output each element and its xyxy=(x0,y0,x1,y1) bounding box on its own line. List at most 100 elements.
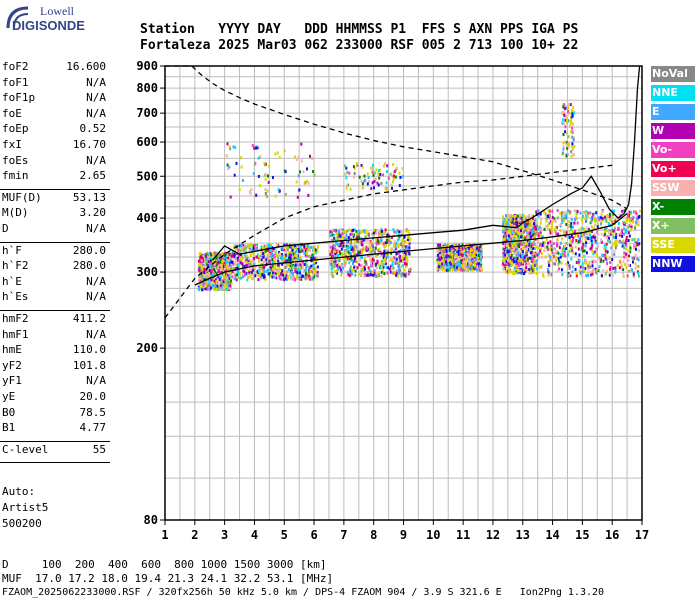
echo-point xyxy=(353,167,356,171)
echo-point xyxy=(538,252,540,256)
echo-point xyxy=(588,263,591,267)
y-tick-label: 200 xyxy=(136,341,158,355)
echo-point xyxy=(334,249,337,253)
echo-point xyxy=(400,259,403,263)
echo-point xyxy=(212,283,214,287)
echo-point xyxy=(355,245,358,249)
echo-point xyxy=(457,266,460,270)
echo-point xyxy=(334,257,337,261)
echo-point xyxy=(553,247,556,251)
x-tick-label: 11 xyxy=(456,528,470,542)
param-row: foF2 16.600 xyxy=(2,60,106,74)
echo-point xyxy=(449,264,452,268)
echo-point xyxy=(305,263,308,267)
echo-point xyxy=(399,176,402,179)
echo-point xyxy=(566,275,569,279)
param-value: 280.0 xyxy=(72,259,106,273)
echo-point xyxy=(262,255,265,259)
echo-point xyxy=(278,266,281,270)
echo-point xyxy=(229,277,232,281)
echo-point xyxy=(202,283,205,287)
echo-point xyxy=(564,215,567,219)
echo-point xyxy=(329,230,332,234)
echo-point xyxy=(559,241,562,245)
echo-point xyxy=(559,253,562,257)
echo-point xyxy=(391,258,394,262)
echo-point xyxy=(249,262,252,266)
echo-point xyxy=(594,239,597,243)
echo-point xyxy=(240,244,243,247)
echo-point xyxy=(356,247,358,251)
echo-point xyxy=(392,180,394,184)
echo-point xyxy=(568,243,571,247)
echo-point xyxy=(269,248,272,252)
echo-point xyxy=(224,264,227,268)
echo-point xyxy=(298,266,301,270)
echo-point xyxy=(285,274,288,278)
echo-point xyxy=(303,263,306,266)
echo-point xyxy=(282,273,284,277)
echo-point xyxy=(304,249,307,253)
echo-point xyxy=(392,174,395,178)
echo-point xyxy=(202,275,205,279)
echo-point xyxy=(330,238,333,242)
echo-point xyxy=(611,253,614,256)
echo-point xyxy=(523,244,526,248)
echo-point xyxy=(395,166,398,170)
echo-point xyxy=(471,268,474,272)
legend-item: E xyxy=(651,104,695,120)
echo-point xyxy=(543,227,546,231)
echo-point xyxy=(635,241,638,245)
echo-point xyxy=(526,257,529,261)
echo-point xyxy=(567,261,570,265)
echo-point xyxy=(634,220,637,224)
echo-point xyxy=(440,259,443,263)
echo-point xyxy=(282,246,285,250)
param-name: foF1 xyxy=(2,75,29,89)
echo-point xyxy=(353,175,355,179)
echo-point xyxy=(378,273,381,277)
echo-point xyxy=(441,262,443,266)
echo-point xyxy=(556,238,559,242)
echo-point xyxy=(522,230,525,234)
echo-point xyxy=(518,264,521,268)
echo-point xyxy=(226,276,229,280)
echo-point xyxy=(443,260,446,264)
echo-point xyxy=(373,180,376,184)
echo-point xyxy=(557,232,559,236)
echo-point xyxy=(291,273,294,277)
echo-point xyxy=(615,232,618,236)
echo-point xyxy=(625,252,628,256)
echo-point xyxy=(210,253,213,257)
echo-point xyxy=(360,271,363,275)
echo-point xyxy=(447,249,450,253)
echo-point xyxy=(237,271,240,275)
echo-point xyxy=(502,223,504,227)
echo-point xyxy=(207,264,210,268)
echo-point xyxy=(574,216,577,219)
echo-point xyxy=(308,276,311,280)
echo-point xyxy=(398,230,401,234)
echo-point xyxy=(216,284,219,288)
echo-point xyxy=(606,213,609,217)
echo-point xyxy=(373,262,376,266)
echo-point xyxy=(556,216,559,220)
echo-point xyxy=(393,272,396,276)
echo-point xyxy=(525,234,528,238)
echo-point xyxy=(592,235,595,238)
echo-point xyxy=(235,266,238,270)
echo-point xyxy=(269,245,272,249)
echo-point xyxy=(345,176,348,180)
echo-point xyxy=(595,253,598,257)
echo-point xyxy=(392,163,395,167)
echo-point xyxy=(591,250,594,253)
echo-point xyxy=(565,154,568,158)
echo-point xyxy=(408,232,411,235)
echo-point xyxy=(219,260,222,264)
echo-point xyxy=(298,188,301,192)
echo-point xyxy=(279,277,282,281)
param-row: M(D) 3.20 xyxy=(2,206,106,220)
echo-point xyxy=(219,279,222,283)
echo-point xyxy=(578,269,581,273)
echo-point xyxy=(288,273,291,277)
